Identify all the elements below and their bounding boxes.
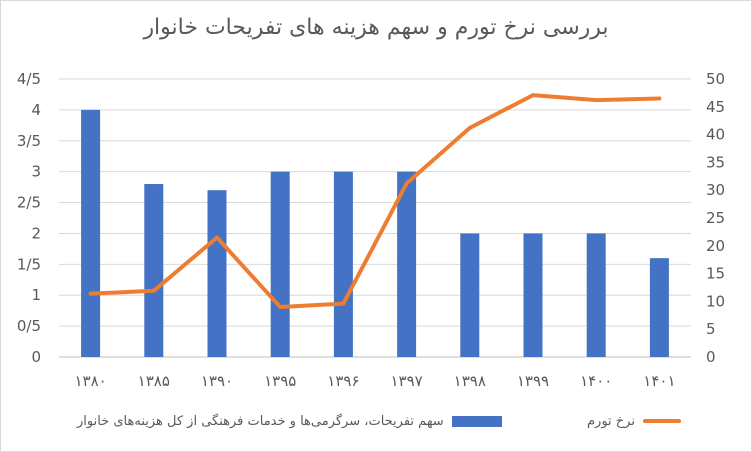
y-right-tick-label: 25 [706,209,725,227]
x-tick-label: ۱۳۹۵ [264,372,296,390]
legend-label-line: نرخ تورم [587,413,635,429]
y-left-tick-label: 2/5 [17,194,41,212]
legend-bar-swatch [451,415,502,427]
y-left-tick-label: 3 [31,163,41,181]
y-right-tick-label: 10 [706,292,725,310]
legend-label-bar: سهم تفریحات، سرگرمی‌ها و خدمات فرهنگی از… [77,413,444,429]
y-right-tick-label: 15 [706,265,725,283]
bar [81,109,101,357]
bar [207,190,227,357]
legend-line-swatch [642,419,681,423]
y-right-tick-label: 50 [706,70,725,88]
y-left-tick-label: 1 [31,286,41,304]
x-tick-label: ۱۳۹۹ [517,372,549,390]
bar [523,233,543,357]
y-right-tick-label: 35 [706,153,725,171]
x-tick-label: ۱۳۹۶ [327,372,359,390]
x-tick-label: ۱۳۹۷ [390,372,422,390]
x-tick-label: ۱۴۰۰ [580,372,612,390]
y-right-tick-label: 20 [706,237,725,255]
y-left-tick-label: 4/5 [17,70,41,88]
legend: سهم تفریحات، سرگرمی‌ها و خدمات فرهنگی از… [1,406,751,436]
y-right-tick-label: 30 [706,181,725,199]
y-right-tick-label: 40 [706,126,725,144]
bar [333,171,353,357]
y-right-tick-label: 0 [706,348,716,366]
x-tick-label: ۱۳۹۰ [201,372,233,390]
bar [460,233,480,357]
y-left-tick-label: 1/5 [17,255,41,273]
y-left-tick-label: 0 [31,348,41,366]
bar [649,258,669,357]
y-left-tick-label: 0/5 [17,317,41,335]
x-tick-label: ۱۳۹۸ [454,372,486,390]
y-right-tick-label: 5 [706,320,716,338]
legend-item-bar: سهم تفریحات، سرگرمی‌ها و خدمات فرهنگی از… [77,406,502,436]
bar [586,233,606,357]
x-tick-label: ۱۳۸۰ [74,372,106,390]
chart-title: بررسی نرخ تورم و سهم هزینه های تفریحات خ… [143,15,609,40]
x-tick-label: ۱۳۸۵ [138,372,170,390]
y-left-tick-label: 3/5 [17,132,41,150]
bar [144,184,164,357]
y-left-tick-label: 4 [31,101,41,119]
inflation-line [88,93,662,309]
y-left-tick-label: 2 [31,224,41,242]
y-right-tick-label: 45 [706,98,725,116]
legend-item-line: نرخ تورم [587,406,681,436]
x-tick-label: ۱۴۰۱ [643,372,675,390]
bar [270,171,290,357]
bar [397,171,417,357]
